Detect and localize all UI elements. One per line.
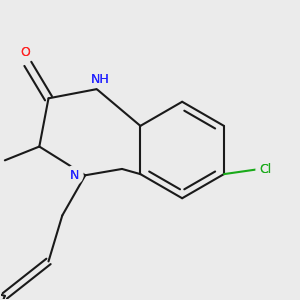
Circle shape (17, 44, 34, 60)
Circle shape (64, 166, 83, 184)
Text: O: O (21, 46, 31, 59)
Text: NH: NH (91, 73, 110, 86)
Text: N: N (70, 169, 80, 182)
Circle shape (256, 158, 279, 181)
Circle shape (90, 67, 110, 88)
Text: Cl: Cl (260, 163, 272, 176)
Text: Cl: Cl (260, 163, 272, 176)
Text: N: N (70, 169, 80, 182)
Text: O: O (21, 46, 31, 59)
Text: NH: NH (91, 73, 110, 86)
